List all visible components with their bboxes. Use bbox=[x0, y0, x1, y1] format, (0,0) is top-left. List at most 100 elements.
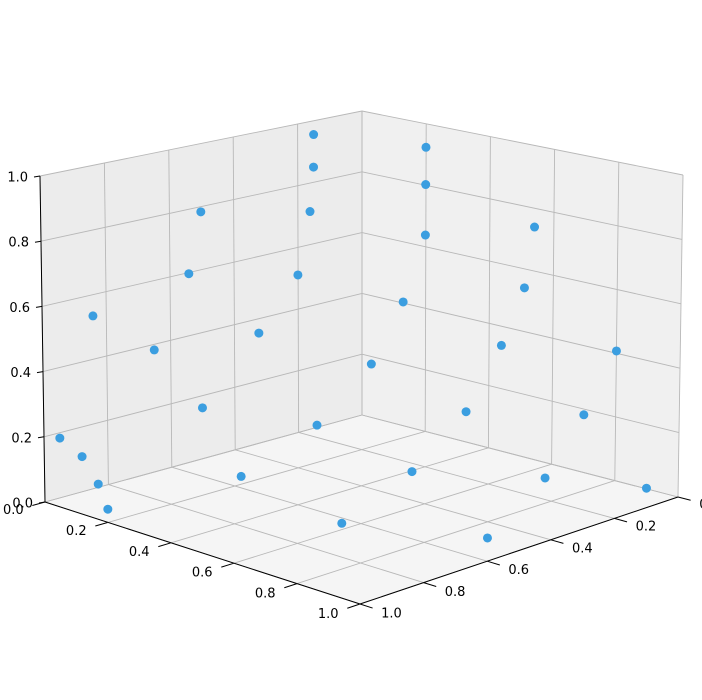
left-pane bbox=[40, 111, 362, 502]
grid-line bbox=[235, 449, 551, 541]
tick-mark bbox=[677, 496, 691, 501]
point bbox=[293, 270, 303, 280]
point bbox=[103, 504, 113, 514]
grid-line bbox=[296, 480, 615, 585]
point bbox=[55, 433, 65, 443]
x-tick-label: 0.6 bbox=[192, 566, 213, 581]
tick-mark bbox=[347, 603, 361, 609]
point bbox=[184, 269, 194, 279]
grid-line bbox=[361, 414, 679, 498]
grid-line bbox=[614, 162, 620, 481]
grid-line bbox=[298, 431, 615, 519]
x-tick-label: 0.2 bbox=[66, 524, 87, 539]
tick-mark bbox=[95, 521, 109, 527]
tick-mark bbox=[359, 603, 373, 609]
grid-line bbox=[170, 447, 489, 544]
grid-line bbox=[171, 466, 488, 562]
grid-line bbox=[43, 353, 363, 438]
point bbox=[254, 328, 264, 338]
tick-mark bbox=[34, 240, 42, 243]
tick-mark bbox=[487, 560, 500, 566]
grid-line bbox=[108, 484, 424, 584]
point bbox=[88, 311, 98, 321]
tick-mark bbox=[614, 517, 628, 523]
tick-mark bbox=[423, 582, 437, 587]
point bbox=[366, 359, 376, 369]
x-axis bbox=[44, 501, 361, 605]
x-tick-label: 1.0 bbox=[318, 607, 339, 622]
point bbox=[77, 452, 87, 462]
grid-line bbox=[232, 136, 236, 450]
tick-mark bbox=[221, 562, 235, 568]
point bbox=[420, 230, 430, 240]
grid-line bbox=[361, 292, 681, 369]
tick-mark bbox=[37, 436, 45, 439]
x-tick-label: 0.0 bbox=[3, 503, 24, 518]
z-tick-label: 0.0 bbox=[12, 497, 33, 512]
point bbox=[398, 297, 408, 307]
grid-line bbox=[233, 463, 552, 564]
y-tick-label: 0.4 bbox=[572, 541, 593, 556]
point bbox=[421, 142, 431, 152]
point bbox=[197, 403, 207, 413]
y-tick-label: 1.0 bbox=[381, 607, 402, 622]
point bbox=[482, 533, 492, 543]
grid-line bbox=[361, 232, 682, 305]
y-tick-label: 0.0 bbox=[699, 498, 702, 513]
y-tick-label: 0.6 bbox=[508, 563, 529, 578]
point bbox=[496, 340, 506, 350]
point bbox=[93, 479, 103, 489]
tick-mark bbox=[284, 583, 298, 589]
point bbox=[149, 345, 159, 355]
x-tick-label: 0.8 bbox=[255, 586, 276, 601]
point bbox=[530, 222, 540, 232]
point bbox=[309, 162, 319, 172]
point bbox=[421, 180, 431, 190]
z-tick-label: 0.2 bbox=[11, 431, 32, 446]
point bbox=[312, 420, 322, 430]
tick-mark bbox=[158, 542, 172, 548]
point bbox=[407, 467, 417, 477]
tick-mark bbox=[38, 501, 46, 504]
point bbox=[519, 283, 529, 293]
tick-mark bbox=[36, 371, 44, 374]
right-pane bbox=[362, 111, 683, 497]
grid-line bbox=[424, 123, 427, 432]
point bbox=[305, 207, 315, 217]
x-tick-label: 0.4 bbox=[129, 545, 150, 560]
grid-line bbox=[40, 171, 363, 242]
z-tick-label: 0.6 bbox=[9, 301, 30, 316]
grid-line bbox=[487, 136, 491, 448]
tick-mark bbox=[550, 539, 564, 544]
z-axis bbox=[39, 175, 46, 503]
point bbox=[579, 410, 589, 420]
grid-line bbox=[39, 110, 363, 177]
grid-line bbox=[677, 174, 684, 498]
grid-line bbox=[551, 149, 556, 465]
tick-mark bbox=[33, 175, 41, 178]
point bbox=[337, 518, 347, 528]
point bbox=[540, 473, 550, 483]
point bbox=[641, 483, 651, 493]
grid-line bbox=[168, 149, 173, 468]
point bbox=[461, 407, 471, 417]
grid-line bbox=[103, 162, 109, 485]
y-tick-label: 0.2 bbox=[636, 520, 657, 535]
grid-line bbox=[361, 110, 684, 176]
point bbox=[611, 346, 621, 356]
y-axis bbox=[359, 496, 679, 605]
grid-line bbox=[107, 430, 426, 523]
floor-pane bbox=[45, 415, 678, 604]
tick-mark bbox=[35, 305, 43, 308]
grid-line bbox=[361, 353, 680, 434]
z-tick-label: 0.4 bbox=[10, 366, 31, 381]
grid-line bbox=[41, 232, 363, 307]
z-tick-label: 0.8 bbox=[8, 236, 29, 251]
point bbox=[236, 471, 246, 481]
grid-line bbox=[361, 171, 683, 240]
grid-line bbox=[42, 292, 363, 373]
point bbox=[196, 207, 206, 217]
point bbox=[309, 130, 319, 140]
z-tick-label: 1.0 bbox=[7, 171, 28, 186]
